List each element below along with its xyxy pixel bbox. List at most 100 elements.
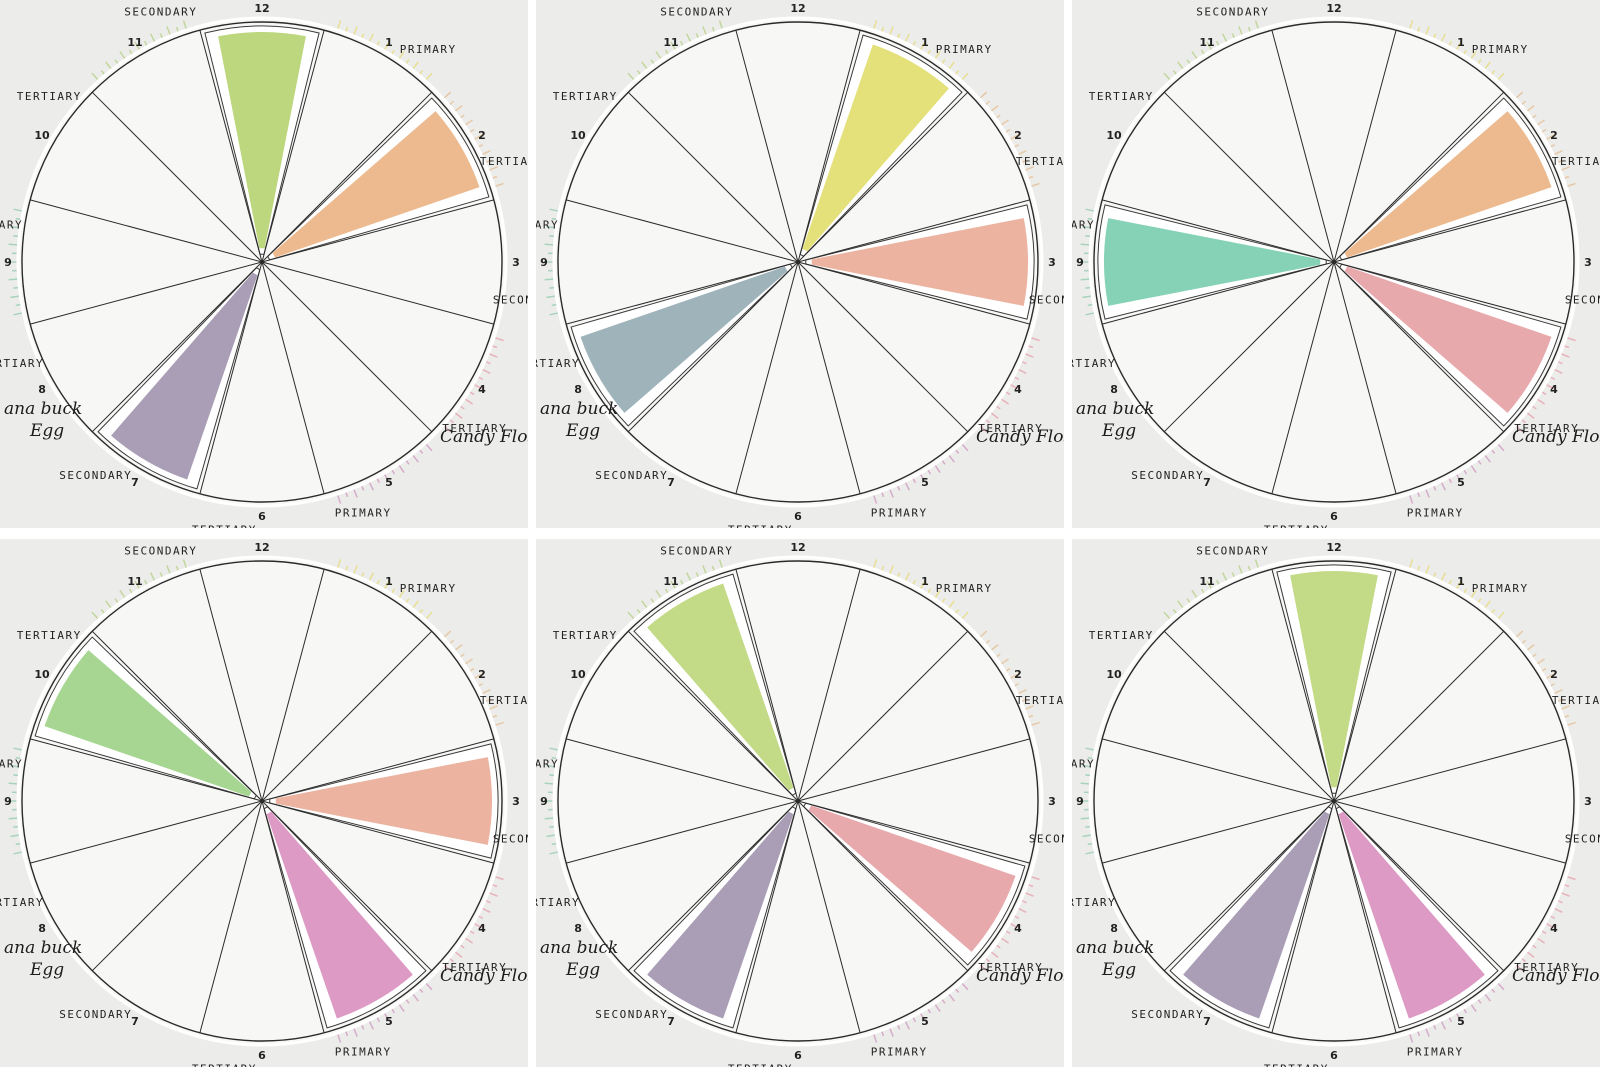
- segment-type-label: PRIMARY: [335, 1045, 392, 1058]
- segment-type-label: TERTIARY: [1339, 0, 1404, 2]
- painted-wedge-magenta: [266, 811, 413, 1019]
- segment-number: 1: [1457, 36, 1465, 49]
- segment-type-label: PRIMARY: [871, 1045, 928, 1058]
- segment-type-label: SECONDARY: [660, 545, 733, 558]
- painted-wedge-salmon: [811, 218, 1028, 306]
- segment-number: 5: [1457, 476, 1465, 489]
- segment-number: 9: [540, 795, 548, 808]
- segment-type-label: PRIMARY: [1407, 506, 1464, 519]
- segment-divider: [797, 261, 1030, 325]
- segment-type-label: TERTIARY: [1339, 539, 1404, 541]
- segment-divider: [1102, 261, 1335, 325]
- segment-type-label: TERTIARY: [553, 629, 618, 642]
- segment-number: 2: [1550, 129, 1558, 142]
- segment-number: 4: [1550, 922, 1558, 935]
- segment-number: 12: [1326, 541, 1341, 554]
- segment-number: 3: [1048, 256, 1056, 269]
- segment-number: 12: [790, 2, 805, 15]
- segment-type-label: PRIMARY: [1472, 582, 1529, 595]
- segment-divider: [735, 30, 799, 263]
- segment-type-label: TERTIARY: [536, 896, 580, 909]
- segment-type-label: TERTIARY: [803, 539, 868, 541]
- segment-type-label: SECONDARY: [493, 833, 528, 846]
- segment-type-label: PRIMARY: [936, 43, 993, 56]
- handwritten-candy-floss: Candy Floss: [1512, 427, 1600, 447]
- segment-divider: [261, 630, 433, 802]
- segment-number: 8: [574, 383, 582, 396]
- segment-type-label: TERTIARY: [1552, 694, 1600, 707]
- color-wheel-photo-3: 1 PRIMARY 2 TERTIARY 3 SECONDARY 4 TERTIARY 5 PRI…: [1072, 0, 1600, 528]
- segment-type-label: TERTIARY: [17, 90, 82, 103]
- segment-type-label: SECONDARY: [1565, 833, 1600, 846]
- handwritten-candy-floss: Candy Floss: [440, 966, 528, 986]
- handwritten-candy-floss: Candy Floss: [976, 966, 1064, 986]
- painted-wedge-magenta: [1338, 811, 1485, 1019]
- segment-divider: [1271, 569, 1335, 802]
- segment-type-label: TERTIARY: [442, 961, 507, 974]
- handwritten-duck-egg-line2: Egg: [565, 421, 600, 441]
- segment-number: 3: [1584, 256, 1592, 269]
- segment-divider: [627, 91, 799, 263]
- painted-wedge-lime: [218, 32, 306, 249]
- handwritten-candy-floss: Candy Floss: [976, 427, 1064, 447]
- wheel-rim: [21, 560, 503, 1042]
- segment-number: 9: [4, 795, 12, 808]
- segment-divider: [30, 800, 263, 864]
- segment-divider: [261, 261, 433, 433]
- wheel-rim: [21, 21, 503, 503]
- segment-number: 5: [385, 476, 393, 489]
- segment-divider: [1333, 630, 1505, 802]
- segment-divider: [1163, 261, 1335, 433]
- segment-type-label: TERTIARY: [267, 539, 332, 541]
- segment-divider: [91, 91, 263, 263]
- segment-number: 6: [258, 510, 266, 523]
- segment-divider: [1102, 199, 1335, 263]
- segment-divider: [261, 199, 494, 263]
- segment-type-label: TERTIARY: [728, 1062, 793, 1067]
- segment-divider: [1333, 261, 1505, 433]
- segment-type-label: TERTIARY: [1089, 629, 1154, 642]
- segment-number: 6: [258, 1049, 266, 1062]
- segment-type-label: TERTIARY: [1016, 155, 1064, 168]
- segment-type-label: PRIMARY: [0, 757, 23, 770]
- segment-number: 2: [478, 129, 486, 142]
- segment-type-label: TERTIARY: [1514, 961, 1579, 974]
- segment-number: 11: [1199, 575, 1214, 588]
- segment-divider: [1271, 261, 1335, 494]
- segment-number: 8: [1110, 383, 1118, 396]
- segment-type-label: PRIMARY: [400, 43, 457, 56]
- segment-number: 3: [512, 256, 520, 269]
- segment-type-label: SECONDARY: [660, 6, 733, 19]
- segment-type-label: SECONDARY: [1196, 545, 1269, 558]
- painted-wedge-lavender: [111, 272, 258, 480]
- segment-type-label: SECONDARY: [124, 545, 197, 558]
- segment-type-label: PRIMARY: [1407, 1045, 1464, 1058]
- segment-number: 4: [478, 922, 486, 935]
- handwritten-duck-egg-line1: ana buck: [4, 399, 82, 419]
- segment-type-label: TERTIARY: [267, 0, 332, 2]
- color-wheel-photo-5: 1 PRIMARY 2 TERTIARY 3 SECONDARY 4 TERTIARY 5 PRI…: [536, 539, 1064, 1067]
- segment-divider: [797, 630, 969, 802]
- segment-number: 11: [127, 36, 142, 49]
- segment-type-label: TERTIARY: [1072, 357, 1116, 370]
- segment-divider: [199, 569, 263, 802]
- segment-number: 11: [127, 575, 142, 588]
- segment-divider: [735, 800, 799, 1033]
- handwritten-duck-egg-line2: Egg: [1101, 960, 1136, 980]
- painted-wedge-pink: [1344, 266, 1552, 413]
- handwritten-duck-egg-line2: Egg: [29, 421, 64, 441]
- segment-type-label: SECONDARY: [493, 294, 528, 307]
- segment-divider: [797, 261, 969, 433]
- segment-number: 5: [921, 1015, 929, 1028]
- segment-divider: [566, 738, 799, 802]
- segment-number: 8: [38, 383, 46, 396]
- segment-type-label: PRIMARY: [400, 582, 457, 595]
- segment-type-label: PRIMARY: [0, 218, 23, 231]
- segment-divider: [91, 261, 263, 433]
- segment-number: 2: [1550, 668, 1558, 681]
- segment-type-label: PRIMARY: [536, 757, 559, 770]
- segment-divider: [30, 199, 263, 263]
- segment-divider: [261, 30, 325, 263]
- segment-divider: [797, 738, 1030, 802]
